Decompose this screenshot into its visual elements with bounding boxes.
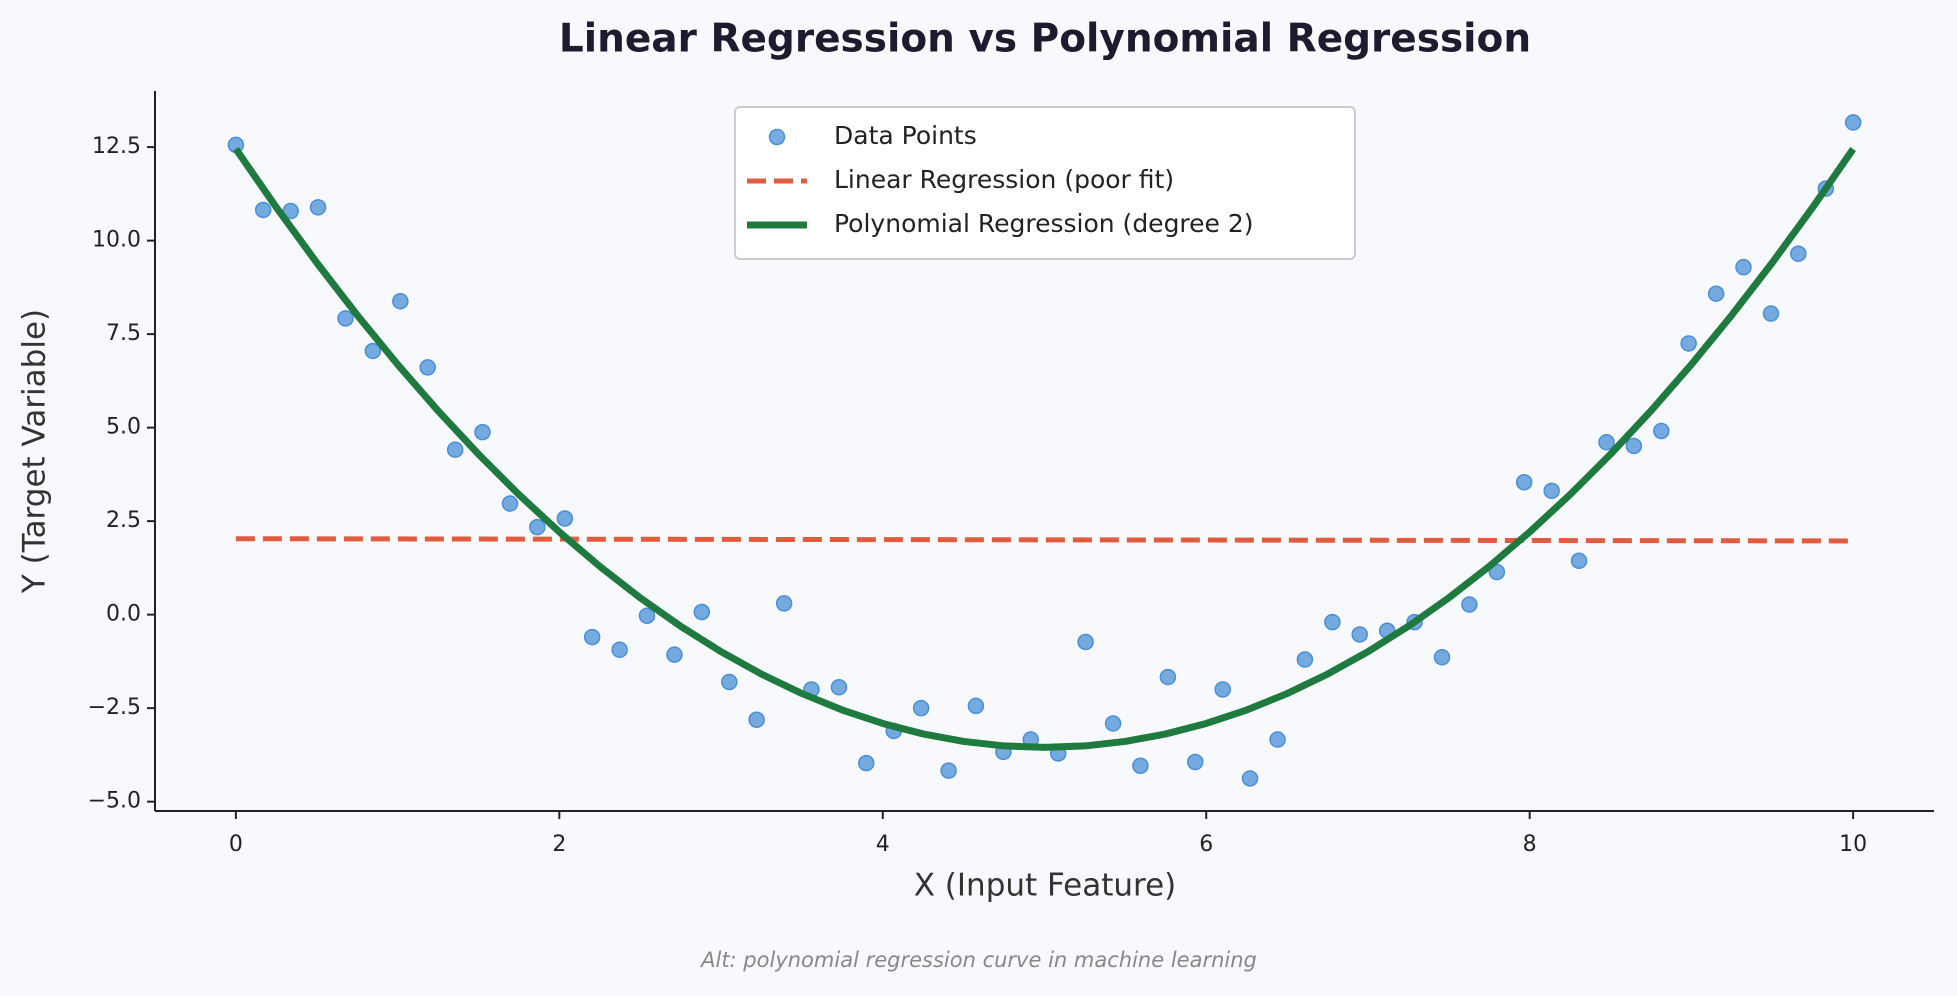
legend-label: Data Points [834, 121, 977, 150]
data-point [611, 641, 628, 659]
y-tick-label: 7.5 [106, 321, 141, 346]
data-point [1598, 433, 1615, 451]
data-point [501, 495, 519, 512]
data-point [1186, 753, 1204, 771]
data-point [1104, 715, 1122, 732]
y-axis-label: Y (Target Variable) [17, 309, 53, 594]
data-point [1269, 731, 1286, 748]
data-point [1625, 437, 1643, 455]
data-point [583, 628, 601, 646]
data-point [1461, 596, 1478, 613]
data-point [337, 310, 354, 327]
data-point [1735, 258, 1752, 276]
data-point [446, 441, 464, 458]
data-point [1762, 305, 1780, 322]
x-tick-label: 8 [1523, 832, 1537, 857]
y-tick-label: −2.5 [88, 695, 141, 720]
data-point [775, 595, 793, 612]
data-point [254, 201, 272, 219]
data-point [1707, 285, 1725, 302]
data-point [666, 646, 683, 663]
data-point [858, 754, 875, 772]
data-point [1790, 245, 1807, 262]
data-point [1132, 757, 1149, 774]
y-tick-label: 2.5 [106, 508, 141, 533]
chart-title: Linear Regression vs Polynomial Regressi… [559, 17, 1531, 62]
data-point [529, 518, 546, 536]
data-point [1433, 649, 1451, 666]
legend: Data Points Linear Regression (poor fit) P… [734, 106, 1356, 260]
x-axis-label: X (Input Feature) [914, 868, 1177, 904]
y-tick-label: 12.5 [92, 134, 141, 159]
data-point [1296, 651, 1314, 668]
data-point [693, 603, 711, 621]
x-tick-label: 2 [552, 832, 566, 857]
data-point [830, 678, 848, 696]
y-tick-label: −5.0 [88, 789, 141, 814]
data-point [556, 510, 574, 527]
legend-label: Polynomial Regression (degree 2) [834, 209, 1254, 238]
data-point [1241, 770, 1259, 787]
x-tick-label: 0 [229, 832, 243, 857]
data-point [1351, 626, 1368, 643]
data-point [1324, 613, 1341, 631]
data-point [419, 359, 436, 376]
legend-marker [768, 128, 786, 146]
x-tick-label: 10 [1839, 832, 1867, 857]
x-tick-label: 4 [876, 832, 890, 857]
data-point [940, 762, 957, 779]
data-point [364, 342, 382, 360]
data-point [1844, 114, 1862, 131]
legend-box [734, 106, 1356, 260]
data-point [748, 711, 765, 728]
data-point [638, 607, 656, 625]
data-point [1077, 633, 1094, 651]
data-point [912, 699, 930, 717]
y-tick-label: 0.0 [106, 602, 141, 627]
y-tick-label: 5.0 [106, 415, 141, 440]
data-point [1570, 552, 1588, 570]
data-point [1214, 681, 1231, 698]
data-point [967, 697, 985, 715]
x-tick-label: 6 [1199, 832, 1213, 857]
legend-label: Linear Regression (poor fit) [834, 165, 1174, 194]
data-point [392, 292, 409, 310]
caption: Alt: polynomial regression curve in mach… [699, 948, 1257, 972]
data-point [1543, 482, 1560, 500]
y-tick-label: 10.0 [92, 228, 141, 253]
data-point [474, 423, 491, 441]
data-point [309, 199, 327, 216]
data-point [1653, 422, 1670, 440]
data-point [721, 673, 738, 691]
data-point [1159, 668, 1177, 686]
polynomial-fit-line [232, 146, 1857, 751]
data-point [1680, 335, 1697, 352]
data-point [1515, 473, 1533, 491]
